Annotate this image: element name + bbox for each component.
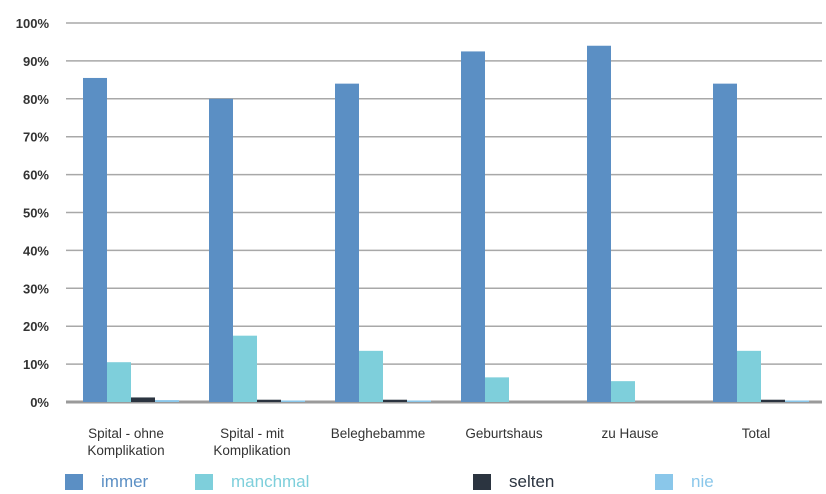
bar-nie-5 [785, 400, 809, 402]
y-tick-label: 30% [23, 281, 49, 296]
bar-chart: 0% 10% 20% 30% 40% 50% 60% 70% 80% 90% 100% Spital… [16, 16, 822, 458]
y-tick-label: 40% [23, 243, 49, 258]
x-tick-label: Spital - mit [220, 426, 284, 441]
bar-manchmal-4 [611, 381, 635, 402]
bar-immer-0 [83, 77, 107, 402]
bar-manchmal-5 [737, 350, 761, 402]
y-tick-label: 90% [23, 54, 49, 69]
bar-immer-1 [209, 98, 233, 403]
legend-swatch [473, 474, 491, 490]
legend-label: manchmal [231, 472, 310, 491]
bar-manchmal-2 [359, 350, 383, 402]
bar-selten-5 [761, 399, 785, 402]
y-tick-label: 60% [23, 168, 49, 183]
bar-nie-2 [407, 400, 431, 402]
bar-immer-2 [335, 83, 359, 402]
x-axis-labels: Spital - ohne Komplikation Spital - mit Kom… [87, 426, 770, 458]
legend: immer manchmal selten nie [0, 472, 826, 494]
legend-item-manchmal: manchmal [195, 472, 309, 492]
bar-manchmal-1 [233, 335, 257, 402]
bars [83, 45, 809, 403]
y-tick-label: 70% [23, 130, 49, 145]
bar-nie-0 [155, 400, 179, 402]
bar-manchmal-0 [107, 362, 131, 402]
legend-label: selten [509, 472, 555, 491]
x-tick-label: Komplikation [213, 443, 290, 458]
y-axis-ticks: 0% 10% 20% 30% 40% 50% 60% 70% 80% 90% 100% [16, 16, 50, 410]
legend-swatch [65, 474, 83, 490]
bar-manchmal-3 [485, 377, 509, 402]
bar-immer-4 [587, 45, 611, 403]
bar-selten-2 [383, 399, 407, 402]
y-tick-label: 10% [23, 357, 49, 372]
y-tick-label: 80% [23, 92, 49, 107]
y-tick-label: 20% [23, 319, 49, 334]
bar-nie-1 [281, 400, 305, 402]
x-tick-label: Beleghebamme [331, 426, 426, 441]
x-tick-label: Komplikation [87, 443, 164, 458]
x-tick-label: Total [742, 426, 771, 441]
legend-item-selten: selten [473, 472, 554, 492]
bar-selten-0 [131, 397, 155, 402]
legend-label: immer [101, 472, 149, 491]
x-tick-label: Geburtshaus [465, 426, 543, 441]
y-tick-label: 50% [23, 206, 49, 221]
legend-label: nie [691, 472, 714, 491]
legend-item-immer: immer [65, 472, 148, 492]
bar-selten-1 [257, 399, 281, 402]
legend-item-nie: nie [655, 472, 714, 492]
bar-immer-3 [461, 51, 485, 403]
legend-swatch [195, 474, 213, 490]
x-tick-label: Spital - ohne [88, 426, 164, 441]
y-tick-label: 100% [16, 16, 50, 31]
bar-immer-5 [713, 83, 737, 402]
x-tick-label: zu Hause [601, 426, 658, 441]
legend-swatch [655, 474, 673, 490]
gridlines [66, 22, 822, 404]
y-tick-label: 0% [30, 395, 49, 410]
